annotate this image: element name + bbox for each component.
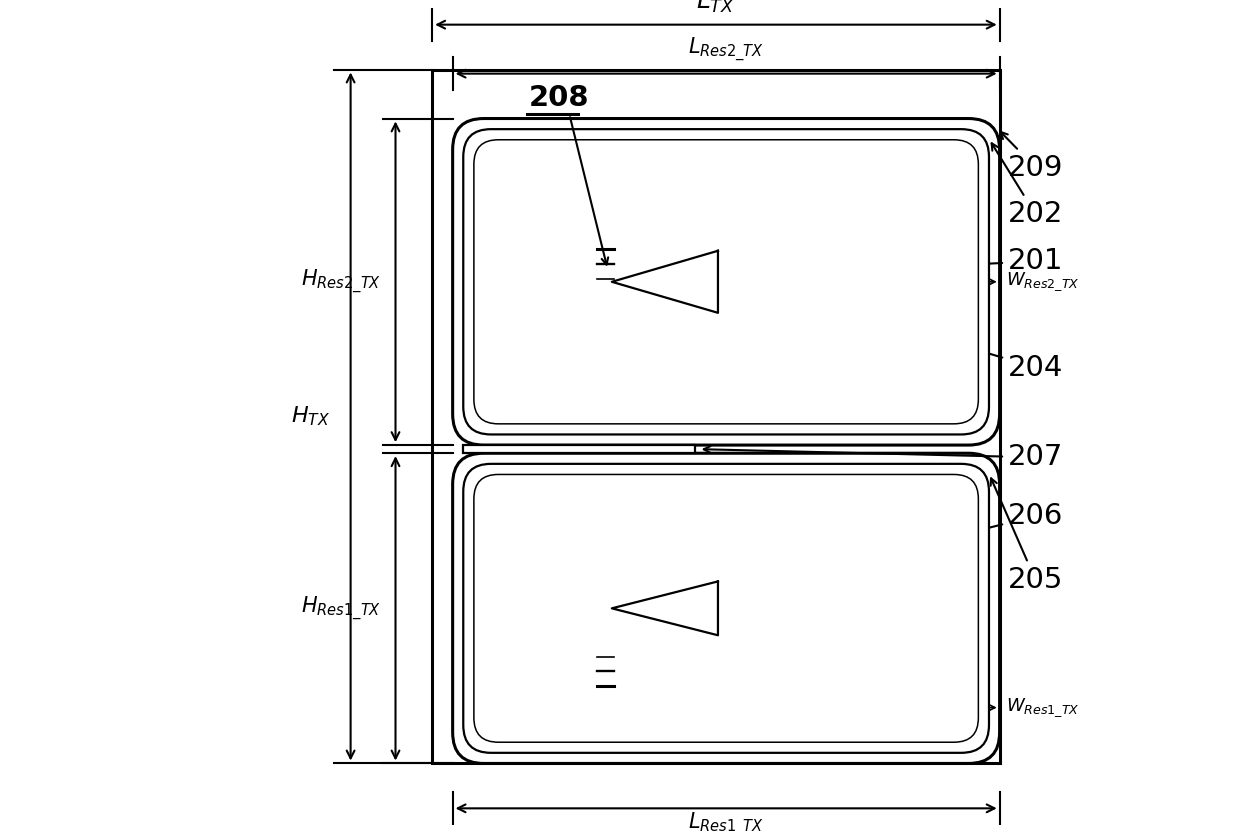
Text: $W_{Res1\_TX}$: $W_{Res1\_TX}$ [1006,696,1080,719]
Text: $L_{TX}$: $L_{TX}$ [697,0,735,15]
FancyBboxPatch shape [474,140,978,424]
Text: $H_{Res1\_TX}$: $H_{Res1\_TX}$ [300,594,381,622]
Text: 201: 201 [615,247,1063,285]
FancyBboxPatch shape [453,118,999,445]
Text: 205: 205 [991,478,1063,594]
Bar [433,70,999,763]
Text: 209: 209 [1001,132,1063,182]
FancyBboxPatch shape [474,475,978,742]
Text: 208: 208 [528,84,589,112]
Bar [464,445,694,453]
FancyBboxPatch shape [464,129,990,435]
Text: $L_{Res2\_TX}$: $L_{Res2\_TX}$ [688,35,764,64]
Text: 202: 202 [992,143,1063,228]
Text: 206: 206 [714,502,1063,598]
Text: $H_{Res2\_TX}$: $H_{Res2\_TX}$ [300,267,381,296]
Text: 207: 207 [704,443,1063,471]
Text: $L_{Res1\_TX}$: $L_{Res1\_TX}$ [688,811,764,833]
FancyBboxPatch shape [453,453,999,763]
Text: 204: 204 [714,270,1063,382]
FancyBboxPatch shape [464,464,990,753]
Text: $H_{TX}$: $H_{TX}$ [291,405,330,428]
Text: $W_{Res2\_TX}$: $W_{Res2\_TX}$ [1006,271,1080,293]
